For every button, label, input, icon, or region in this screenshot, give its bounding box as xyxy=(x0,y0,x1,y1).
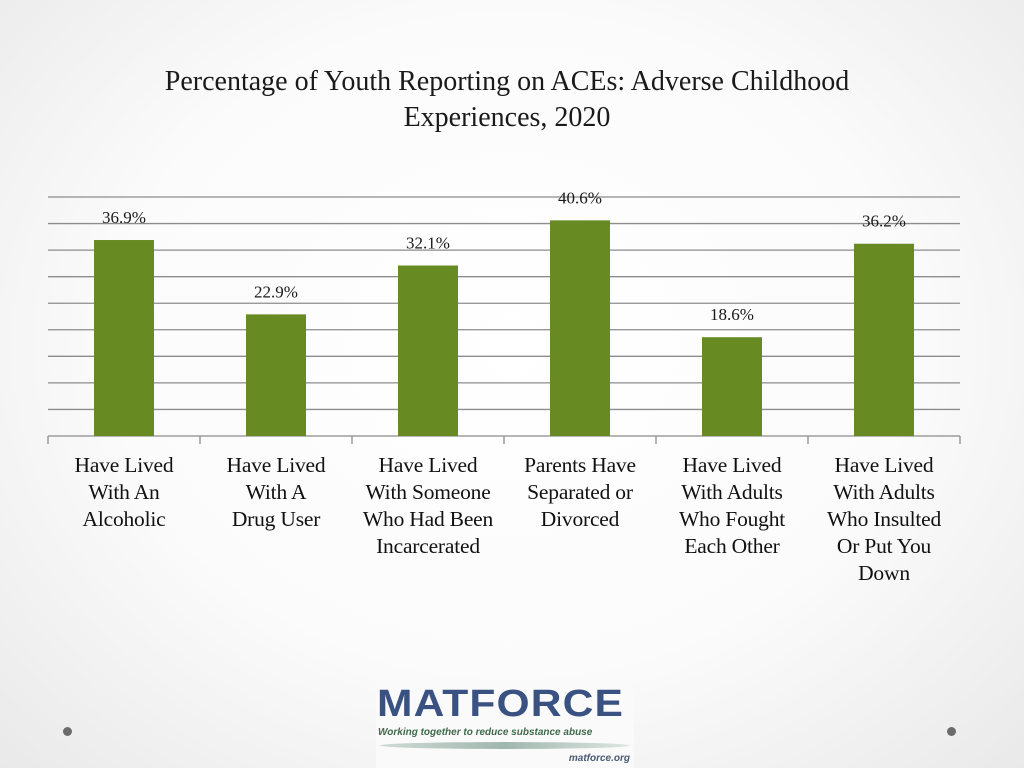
category-label-line: Who Insulted xyxy=(826,507,942,531)
category-label: Have Lived With Someone Who Had Been Incarc… xyxy=(353,452,503,560)
category-label-line: Incarcerated xyxy=(376,534,480,558)
category-label: Parents Have Separated or Divorced xyxy=(505,452,655,533)
data-label: 32.1% xyxy=(406,234,450,253)
category-label-line: Alcoholic xyxy=(82,507,166,531)
category-label-line: Have Lived xyxy=(378,453,478,477)
category-label-line: Parents Have xyxy=(524,453,636,477)
category-label-line: With A xyxy=(245,480,307,504)
category-label-line: Have Lived xyxy=(74,453,174,477)
category-label-line: With Adults xyxy=(681,480,783,504)
category-label: Have Lived With An Alcoholic xyxy=(49,452,199,533)
bar xyxy=(246,314,306,436)
chart-title-line-1: Percentage of Youth Reporting on ACEs: A… xyxy=(164,66,850,97)
category-label-line: Who Had Been xyxy=(362,507,494,531)
data-label: 22.9% xyxy=(254,282,298,301)
bar-chart: 36.9% 22.9% 32.1% 40.6% 18.6% 36.2% xyxy=(47,188,961,444)
category-label-line: With Adults xyxy=(833,480,935,504)
bar xyxy=(398,265,458,436)
bar xyxy=(94,240,154,436)
category-label-line: Divorced xyxy=(540,507,620,531)
matforce-logo: MATFORCE Working together to reduce subs… xyxy=(376,682,634,768)
category-label-line: Each Other xyxy=(684,534,780,558)
logo-url: matforce.org xyxy=(568,753,630,764)
data-label: 18.6% xyxy=(710,305,754,324)
category-label-line: Separated or xyxy=(527,480,633,504)
category-label: Have Lived With A Drug User xyxy=(201,452,351,533)
category-label-line: Down xyxy=(858,561,910,585)
bar xyxy=(702,337,762,436)
logo-wave xyxy=(380,742,630,749)
category-label-line: With An xyxy=(88,480,160,504)
chart-title-line-2: Experiences, 2020 xyxy=(403,102,611,133)
category-label-line: Or Put You xyxy=(836,534,932,558)
category-label-line: Drug User xyxy=(231,507,321,531)
chart-title: Percentage of Youth Reporting on ACEs: A… xyxy=(0,64,1014,136)
logo-tagline: Working together to reduce substance abu… xyxy=(378,727,593,738)
category-label-line: Have Lived xyxy=(226,453,326,477)
category-label: Have Lived With Adults Who Fought Each Othe… xyxy=(657,452,807,560)
data-label: 36.2% xyxy=(862,212,906,231)
category-label-line: Have Lived xyxy=(682,453,782,477)
slide-dot-left xyxy=(63,727,72,736)
category-label-line: With Someone xyxy=(365,480,491,504)
data-label: 40.6% xyxy=(558,188,602,207)
data-label: 36.9% xyxy=(102,208,146,227)
bar xyxy=(550,220,610,436)
category-label-line: Have Lived xyxy=(834,453,934,477)
logo-name: MATFORCE xyxy=(377,683,624,725)
category-label: Have Lived With Adults Who Insulted Or Put … xyxy=(809,452,959,587)
category-label-line: Who Fought xyxy=(678,507,786,531)
bar xyxy=(854,243,914,436)
slide-dot-right xyxy=(947,727,956,736)
